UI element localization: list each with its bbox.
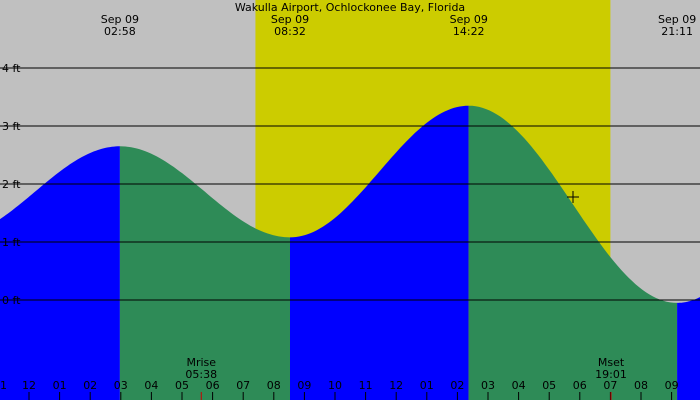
moon-event-time: 19:01 — [595, 368, 627, 381]
tide-event-date: Sep 09 — [658, 13, 696, 26]
grid-lines — [0, 67, 700, 301]
tide-event-date: Sep 09 — [450, 13, 488, 26]
x-tick-label: 02 — [450, 379, 464, 392]
tide-event-date: Sep 09 — [271, 13, 309, 26]
x-tick-label: 01 — [420, 379, 434, 392]
x-tick-label: 03 — [114, 379, 128, 392]
x-tick-label: 11 — [359, 379, 373, 392]
y-tick-label: 1 ft — [2, 236, 21, 249]
x-tick-label: 09 — [297, 379, 311, 392]
tide-event-time: 21:11 — [661, 25, 693, 38]
x-tick-label: 08 — [267, 379, 281, 392]
rising-tide-segment — [290, 105, 469, 400]
x-tick-label: 07 — [236, 379, 250, 392]
x-tick-label: 07 — [603, 379, 617, 392]
x-tick-label: 10 — [328, 379, 342, 392]
x-tick-label: 04 — [512, 379, 526, 392]
tide-event-time: 08:32 — [274, 25, 306, 38]
chart-title: Wakulla Airport, Ochlockonee Bay, Florid… — [235, 1, 465, 14]
rising-tide-segment — [0, 146, 120, 400]
crosshair-cursor-icon — [567, 191, 579, 203]
moon-event-time: 05:38 — [185, 368, 217, 381]
tide-event-time: 14:22 — [453, 25, 485, 38]
x-tick-label: 06 — [206, 379, 220, 392]
x-tick-label: 02 — [83, 379, 97, 392]
x-tick-label: 01 — [53, 379, 67, 392]
x-tick-label: 05 — [542, 379, 556, 392]
tide-event-time: 02:58 — [104, 25, 136, 38]
x-tick-label: 12 — [22, 379, 36, 392]
moon-event-label: Mset — [598, 356, 625, 369]
x-tick-label: 08 — [634, 379, 648, 392]
y-tick-label: 3 ft — [2, 120, 21, 133]
y-tick-label: 4 ft — [2, 62, 21, 75]
x-tick-label: 09 — [665, 379, 679, 392]
moon-event-label: Mrise — [186, 356, 216, 369]
x-tick-label: 12 — [389, 379, 403, 392]
tide-event-date: Sep 09 — [101, 13, 139, 26]
y-tick-label: 2 ft — [2, 178, 21, 191]
y-tick-label: 0 ft — [2, 294, 21, 307]
falling-tide-segment — [468, 105, 678, 400]
y-axis-labels: 0 ft 1 ft 2 ft 3 ft 4 ft — [2, 62, 21, 307]
x-tick-label: 06 — [573, 379, 587, 392]
rising-tide-segment — [677, 297, 700, 400]
x-axis: 1 12 01 02 03 04 05 06 07 08 09 10 11 12 01 02 03 04 05 06 0… — [0, 379, 679, 400]
falling-tide-segment — [119, 146, 291, 400]
x-tick-label: 04 — [144, 379, 158, 392]
x-tick-label: 05 — [175, 379, 189, 392]
x-tick-label: 03 — [481, 379, 495, 392]
x-tick-label: 1 — [0, 379, 7, 392]
tide-fills — [0, 105, 700, 400]
